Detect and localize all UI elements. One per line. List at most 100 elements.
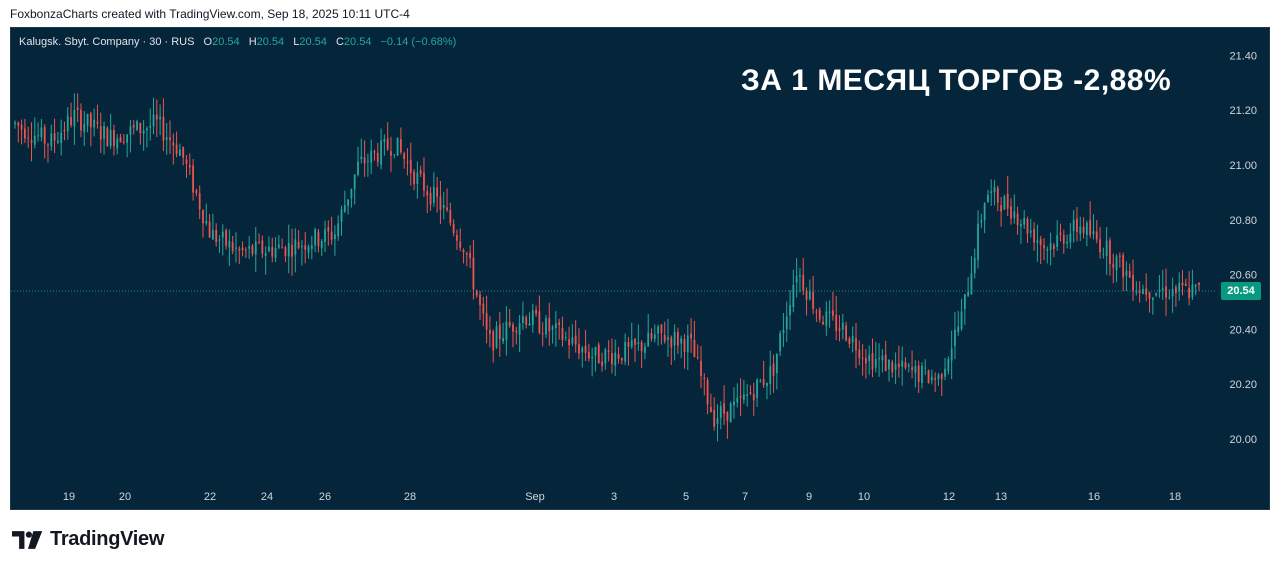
candle-body — [881, 355, 884, 361]
brand-name: TradingView — [50, 528, 165, 550]
candle-body — [205, 220, 208, 224]
candle-body — [897, 363, 900, 368]
candle-body — [1006, 193, 1009, 209]
candle-body — [597, 344, 600, 364]
candle-body — [782, 329, 785, 334]
x-tick-label: Sep — [525, 491, 545, 503]
candle-body — [1128, 271, 1131, 278]
candle-body — [845, 325, 848, 341]
x-tick-label: 12 — [943, 491, 955, 503]
candle-body — [60, 132, 63, 144]
candle-body — [983, 203, 986, 221]
candle-body — [327, 227, 330, 232]
candle-body — [122, 141, 125, 143]
close-label: C — [335, 36, 344, 48]
candle-body — [1062, 234, 1065, 244]
candle-body — [238, 248, 241, 251]
symbol-label[interactable]: Kalugsk. Sbyt. Company · 30 · RUS — [19, 36, 195, 48]
candle-body — [1016, 213, 1019, 226]
candle-body — [1036, 240, 1039, 243]
candle-body — [838, 328, 841, 331]
high-label: H — [248, 36, 257, 48]
x-tick-label: 22 — [204, 491, 216, 503]
candle-body — [799, 275, 801, 277]
candle-body — [1092, 230, 1095, 235]
candle-body — [136, 121, 138, 130]
candle-body — [630, 340, 633, 347]
candle-body — [934, 378, 937, 380]
candle-body — [23, 128, 26, 139]
candle-body — [1033, 228, 1035, 243]
candle-body — [56, 140, 59, 143]
candle-body — [277, 244, 280, 248]
candle-body — [518, 323, 521, 335]
candle-body — [584, 345, 587, 353]
candle-body — [1056, 235, 1059, 247]
candle-body — [162, 116, 165, 141]
candle-body — [314, 229, 317, 246]
candle-body — [225, 230, 227, 246]
candle-body — [165, 137, 168, 140]
candle-body — [390, 151, 392, 156]
candle-body — [43, 127, 46, 144]
candle-body — [558, 322, 561, 326]
candle-body — [208, 221, 211, 238]
candle-body — [660, 324, 663, 333]
candle-body — [403, 153, 406, 160]
candle-body — [271, 246, 274, 257]
candle-body — [1135, 290, 1138, 293]
candle-body — [719, 406, 722, 418]
candle-body — [1165, 286, 1167, 298]
candle-body — [393, 154, 396, 156]
candle-body — [716, 418, 719, 425]
candle-body — [841, 322, 844, 330]
candle-body — [231, 242, 234, 252]
candle-body — [1076, 218, 1078, 232]
candle-body — [14, 122, 16, 124]
candle-body — [1043, 245, 1045, 249]
tradingview-logo[interactable]: TradingView — [12, 528, 164, 551]
candle-body — [1148, 292, 1151, 299]
candle-body — [188, 164, 191, 168]
candle-body — [1168, 297, 1171, 299]
candle-body — [149, 125, 152, 128]
candle-body — [432, 186, 435, 203]
x-tick-label: 28 — [404, 491, 416, 503]
candle-body — [489, 330, 491, 334]
chart-area[interactable]: Kalugsk. Sbyt. Company · 30 · RUS O20.54… — [10, 27, 1270, 510]
candle-body — [1175, 287, 1177, 293]
candle-body — [1161, 288, 1164, 291]
candle-body — [591, 356, 594, 359]
x-tick-label: 7 — [742, 491, 748, 503]
candle-body — [587, 352, 590, 359]
candle-body — [667, 337, 669, 341]
candle-body — [604, 349, 607, 364]
candle-body — [330, 231, 333, 240]
candle-body — [294, 239, 297, 255]
candle-body — [521, 316, 524, 323]
x-tick-label: 9 — [806, 491, 812, 503]
candle-body — [749, 392, 752, 394]
candle-body — [106, 127, 109, 147]
candle-body — [307, 246, 310, 253]
attribution-text: FoxbonzaCharts created with TradingView.… — [10, 7, 410, 21]
candle-body — [855, 338, 857, 351]
candle-body — [861, 357, 864, 359]
candle-body — [561, 327, 564, 340]
candle-body — [917, 365, 920, 383]
candle-body — [775, 353, 778, 374]
x-tick-label: 5 — [683, 491, 689, 503]
candle-body — [396, 137, 399, 156]
candle-body — [1020, 224, 1022, 227]
candle-body — [221, 231, 224, 238]
candle-body — [901, 360, 904, 367]
candle-body — [578, 344, 580, 354]
candle-body — [1181, 282, 1184, 286]
candle-body — [343, 205, 346, 212]
candle-body — [492, 331, 495, 351]
open-value: 20.54 — [212, 36, 240, 48]
candle-body — [142, 130, 145, 134]
candle-body — [690, 333, 693, 339]
candle-body — [581, 347, 584, 353]
price-plot[interactable]: 21.40 21.20 21.00 20.80 20.60 20.40 20.20 20.00… — [11, 28, 1269, 509]
